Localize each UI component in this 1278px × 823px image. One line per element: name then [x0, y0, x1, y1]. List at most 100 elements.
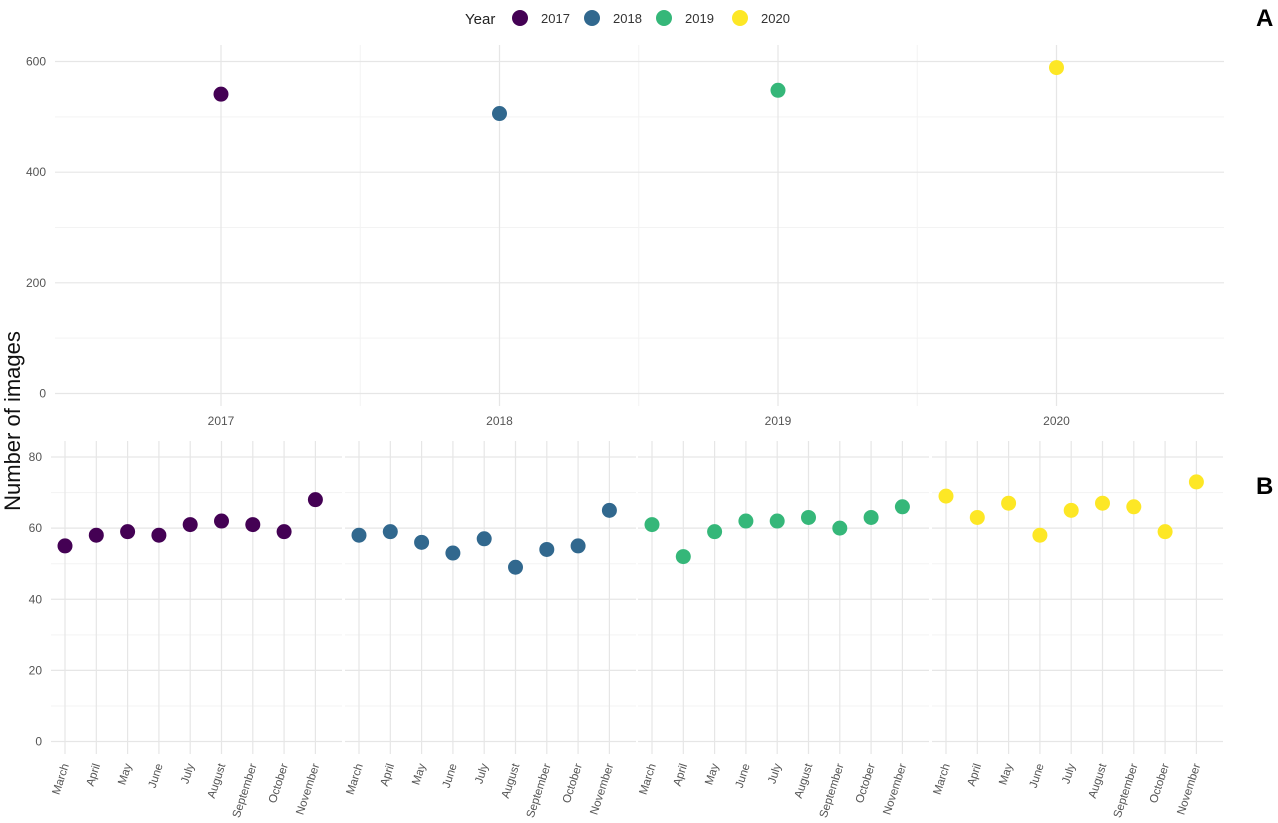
x-tick-label-november: November [881, 762, 909, 816]
data-point-2019-march [644, 517, 660, 533]
facet-2018: March April May June July August September Octo… [345, 441, 636, 819]
data-point-2018-september [539, 541, 555, 557]
x-tick-label-june: June [147, 762, 166, 789]
data-point-2020-july [1063, 502, 1079, 518]
facet-2019: March April May June July August September Octo… [638, 441, 929, 819]
data-point-2018-october [570, 538, 586, 554]
legend-items: 2017 2018 2019 2020 [512, 10, 790, 26]
x-tick-label: 2019 [765, 414, 792, 428]
x-tick-label-september: September [818, 762, 847, 819]
legend-label-2018: 2018 [613, 11, 642, 26]
x-tick-label-august: August [1087, 761, 1110, 800]
data-point-2017-july [182, 517, 198, 533]
data-point-2019-july [769, 513, 785, 529]
data-point-2018-march [351, 527, 367, 543]
x-tick-label-march: March [638, 762, 659, 796]
y-tick-label: 0 [35, 735, 42, 749]
x-tick-label-october: October [854, 762, 878, 805]
x-tick-label-may: May [703, 762, 721, 787]
legend-label-2017: 2017 [541, 11, 570, 26]
data-point-2018-august [508, 559, 523, 575]
x-tick-label-september: September [1112, 762, 1141, 819]
legend-marker-2018 [584, 10, 600, 26]
data-point-2018-november [601, 502, 617, 518]
data-point-2019-april [675, 549, 691, 565]
x-tick-label-october: October [561, 762, 585, 805]
legend-title: Year [465, 11, 495, 28]
x-tick-label-august: August [206, 761, 229, 800]
data-point-2017-november [307, 492, 323, 508]
legend-label-2019: 2019 [685, 11, 714, 26]
data-point-2018-july [476, 531, 492, 547]
x-tick-label-june: June [734, 762, 753, 789]
data-point-2017 [213, 86, 229, 102]
y-axis-label: Number of images [0, 331, 25, 511]
x-tick-label-may: May [410, 762, 428, 787]
legend-marker-2020 [732, 10, 748, 26]
x-tick-label: 2017 [208, 414, 235, 428]
x-tick-label-june: June [441, 762, 460, 789]
x-tick-label-october: October [267, 762, 291, 805]
data-point-2020-may [1001, 495, 1017, 511]
x-tick-label-march: March [51, 762, 72, 796]
data-point-2019-august [801, 509, 816, 525]
data-point-2019-september [832, 520, 848, 536]
facet-2020: March April May June July August September Octo… [932, 441, 1223, 819]
x-tick-label-july: July [473, 762, 491, 785]
x-tick-label-september: September [231, 762, 260, 819]
data-point-2019-october [863, 509, 879, 525]
x-tick-label-november: November [588, 762, 616, 816]
y-tick-label: 80 [29, 450, 43, 464]
y-tick-label: 20 [29, 663, 43, 677]
x-tick-label: 2018 [486, 414, 513, 428]
x-tick-label-august: August [793, 761, 816, 800]
x-tick-label-march: March [932, 762, 953, 796]
x-tick-label-july: July [766, 762, 784, 785]
x-tick-label-october: October [1148, 762, 1172, 805]
data-point-2017-october [276, 524, 292, 540]
x-tick-label-april: April [672, 762, 691, 788]
y-tick-label: 60 [29, 521, 43, 535]
x-tick-label-march: March [345, 762, 366, 796]
data-point-2020-september [1126, 499, 1142, 515]
panel-label-a: A [1256, 5, 1273, 32]
y-tick-label: 600 [26, 55, 46, 69]
y-tick-label: 200 [26, 276, 46, 290]
panel-b: March April May June July August September Octo… [29, 441, 1223, 819]
data-point-2020-october [1157, 524, 1173, 540]
x-tick-label-may: May [116, 762, 134, 787]
legend: Year 2017 2018 2019 2020 [465, 10, 790, 28]
legend-label-2020: 2020 [761, 11, 790, 26]
data-point-2019-november [894, 499, 910, 515]
x-tick-label-april: April [379, 762, 398, 788]
data-point-2019-june [738, 513, 754, 529]
data-point-2020-april [969, 509, 985, 525]
x-tick-label-june: June [1028, 762, 1047, 789]
data-point-2018-may [414, 534, 430, 550]
y-tick-label: 40 [29, 592, 43, 606]
data-point-2019-may [707, 524, 723, 540]
data-point-2019 [770, 82, 786, 98]
data-point-2020-june [1032, 527, 1048, 543]
x-tick-label-april: April [85, 762, 104, 788]
x-tick-label-september: September [525, 762, 554, 819]
data-point-2020-march [938, 488, 954, 504]
data-point-2020-august [1095, 495, 1110, 511]
data-point-2020-november [1188, 474, 1204, 490]
data-point-2018-june [445, 545, 461, 561]
panel-label-b: B [1256, 473, 1273, 500]
y-tick-label: 0 [39, 387, 46, 401]
data-point-2017-april [88, 527, 104, 543]
x-tick-label-november: November [294, 762, 322, 816]
x-tick-label: 2020 [1043, 414, 1070, 428]
data-point-2017-august [214, 513, 229, 529]
data-point-2018-april [382, 524, 398, 540]
y-tick-label: 400 [26, 165, 46, 179]
x-tick-label-august: August [500, 761, 523, 800]
data-point-2017-march [57, 538, 73, 554]
data-point-2017-september [245, 517, 261, 533]
x-tick-label-july: July [179, 762, 197, 785]
panel-a: 0 200 400 600 2017 2018 2019 2020 [26, 45, 1224, 428]
data-point-2017-june [151, 527, 167, 543]
